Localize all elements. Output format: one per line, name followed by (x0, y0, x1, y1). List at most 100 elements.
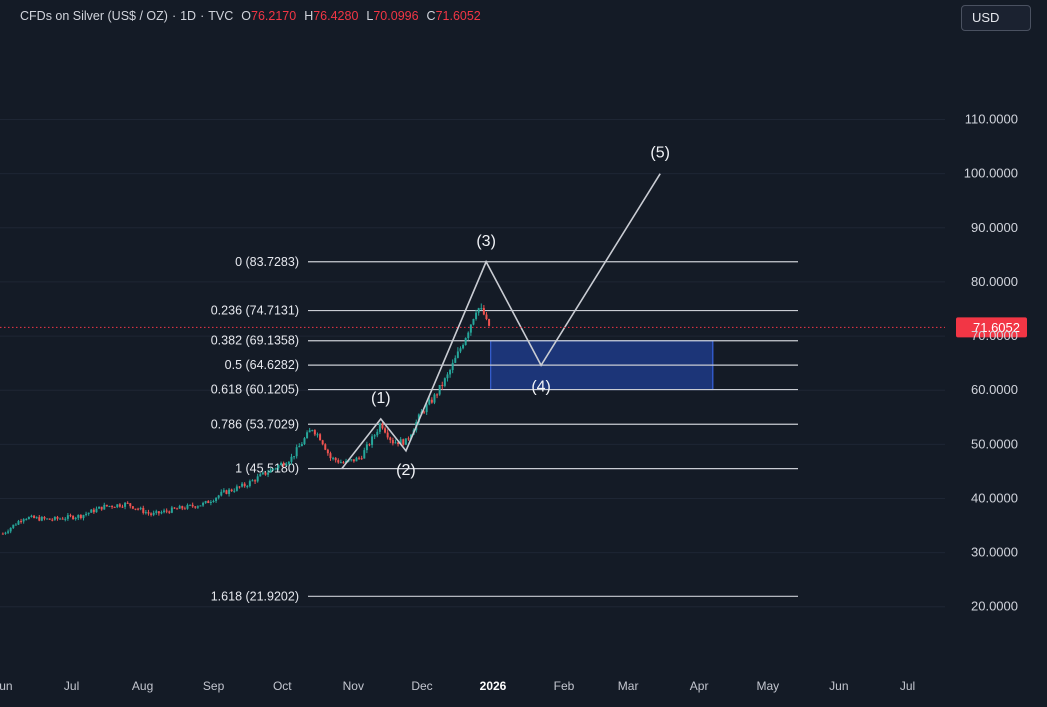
open-value: 76.2170 (251, 9, 297, 23)
candle-body (295, 447, 298, 457)
candle-body (287, 461, 290, 464)
candle-body (105, 504, 108, 507)
candle-body (77, 514, 80, 518)
candle-body (449, 370, 452, 375)
candle-body (230, 489, 233, 492)
candle-body (475, 312, 478, 320)
candle-body (12, 524, 15, 528)
y-axis-tick-label: 110.0000 (965, 112, 1018, 127)
candle-body (38, 517, 41, 521)
candle-body (118, 504, 121, 507)
candle-body (9, 527, 12, 532)
candle-body (293, 456, 296, 458)
candle-body (235, 486, 238, 491)
y-axis-tick-label: 60.0000 (971, 382, 1018, 397)
wave-label: (3) (476, 233, 496, 250)
candle-body (332, 457, 335, 459)
y-axis-tick-label: 50.0000 (971, 436, 1018, 451)
candle-body (199, 505, 202, 507)
candle-body (272, 468, 275, 470)
candle-body (316, 434, 319, 436)
fib-level-label: 0.236 (74.7131) (211, 304, 299, 318)
candle-body (225, 490, 228, 494)
candle-body (87, 512, 90, 514)
candle-body (207, 501, 210, 504)
candle-body (66, 515, 69, 519)
candle-body (300, 444, 303, 447)
candle-body (186, 504, 189, 509)
candle-body (339, 462, 342, 464)
y-axis-tick-label: 90.0000 (971, 220, 1018, 235)
x-axis-tick-label: Sep (203, 679, 225, 693)
candle-body (191, 504, 194, 507)
currency-button[interactable]: USD (961, 5, 1031, 31)
candle-body (183, 508, 186, 510)
close-label: C (426, 9, 436, 23)
candle-body (259, 474, 262, 477)
candle-body (488, 319, 491, 326)
candle-body (95, 508, 98, 513)
candle-body (152, 512, 155, 515)
candle-body (129, 503, 132, 507)
candle-body (228, 489, 231, 494)
candle-body (126, 502, 129, 504)
high-value: 76.4280 (313, 9, 359, 23)
elliott-wave-path (341, 173, 661, 470)
interval-label: 1D (180, 9, 197, 23)
candle-body (61, 518, 64, 520)
candle-body (368, 444, 371, 446)
x-axis-tick-label: Dec (411, 679, 432, 693)
candle-body (306, 432, 309, 439)
wave-label: (1) (371, 390, 391, 407)
candle-body (150, 513, 153, 515)
candle-body (64, 518, 67, 520)
candle-body (241, 483, 244, 487)
candle-body (386, 432, 389, 438)
candle-body (56, 516, 59, 519)
x-axis-tick-label: Apr (690, 679, 709, 693)
close-value: 71.6052 (435, 9, 481, 23)
current-price-label: 71.6052 (973, 320, 1020, 335)
candle-body (469, 324, 472, 333)
candle-body (160, 512, 163, 514)
candle-body (254, 480, 257, 482)
candle-body (464, 338, 467, 345)
fib-level-label: 0.382 (69.1358) (211, 334, 299, 348)
candle-body (462, 344, 465, 349)
x-axis-tick-label: May (757, 679, 780, 693)
candle-body (282, 463, 285, 466)
candle-body (202, 502, 205, 506)
candle-body (365, 444, 368, 451)
candle-body (391, 440, 394, 444)
candle-body (137, 508, 140, 510)
candle-body (280, 463, 283, 466)
candle-body (371, 436, 374, 445)
candle-body (100, 506, 103, 510)
candle-body (324, 444, 327, 450)
candle-body (14, 524, 17, 526)
candle-body (303, 438, 306, 445)
symbol-name: CFDs on Silver (US$ / OZ) (20, 9, 168, 23)
candle-body (342, 462, 345, 464)
candle-body (134, 508, 137, 510)
candle-body (53, 516, 56, 520)
x-axis-tick-label: Jul (900, 679, 915, 693)
candle-body (196, 506, 199, 508)
candle-body (7, 531, 10, 533)
candle-body (17, 521, 20, 525)
low-label: L (366, 9, 374, 23)
candle-body (381, 423, 384, 429)
candle-body (48, 518, 51, 520)
candle-body (436, 394, 439, 396)
x-axis-tick-label: Nov (343, 679, 364, 693)
wave-label: (4) (531, 378, 551, 395)
candle-body (246, 486, 249, 488)
candle-body (477, 308, 480, 313)
candle-body (329, 453, 332, 459)
candle-body (27, 517, 30, 520)
candle-body (482, 308, 485, 315)
candle-body (111, 505, 114, 507)
candle-body (209, 501, 212, 504)
